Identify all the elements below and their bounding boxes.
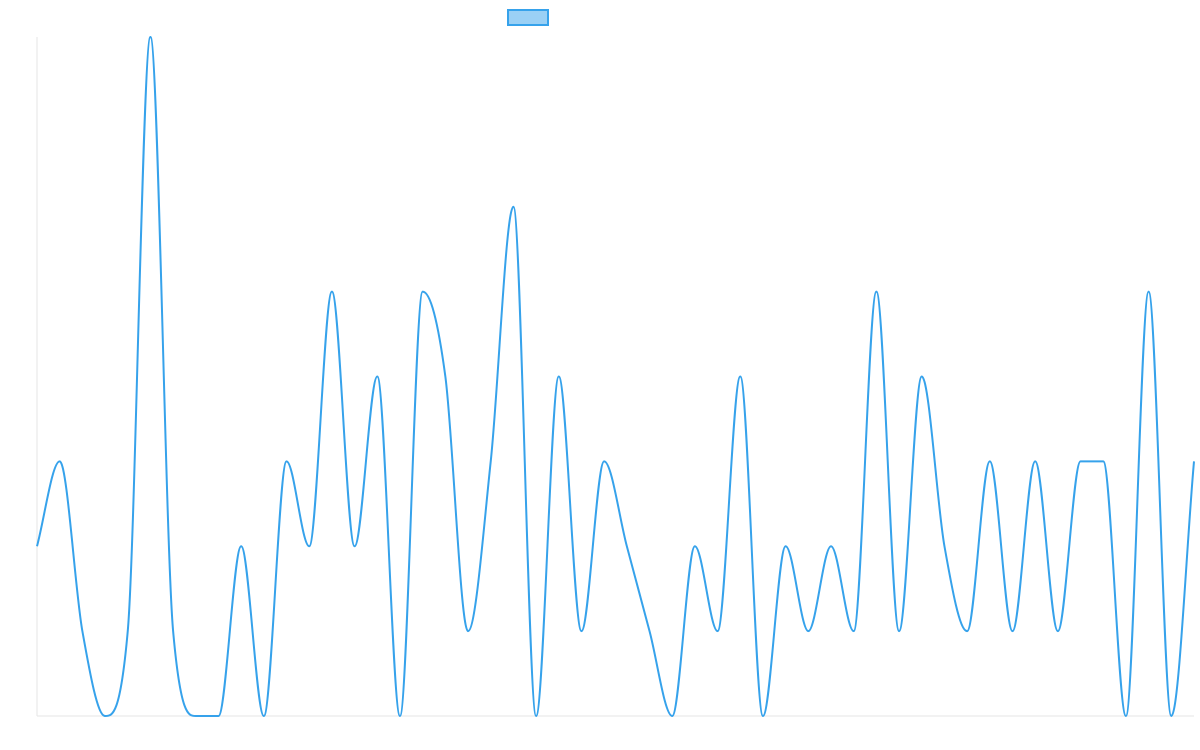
data-point[interactable] (33, 542, 41, 550)
data-point[interactable] (1077, 457, 1085, 465)
data-point[interactable] (940, 542, 948, 550)
data-point[interactable] (1145, 288, 1153, 296)
axes (36, 37, 1194, 717)
data-point[interactable] (600, 457, 608, 465)
series-layer (33, 33, 1198, 720)
data-point[interactable] (78, 627, 86, 635)
data-point[interactable] (918, 373, 926, 381)
data-point[interactable] (555, 373, 563, 381)
data-point[interactable] (895, 627, 903, 635)
data-point[interactable] (1167, 712, 1175, 720)
data-point[interactable] (1031, 457, 1039, 465)
data-point[interactable] (283, 457, 291, 465)
data-point[interactable] (782, 542, 790, 550)
legend[interactable] (507, 9, 549, 26)
data-point[interactable] (963, 627, 971, 635)
data-point[interactable] (986, 457, 994, 465)
data-point[interactable] (214, 712, 222, 720)
data-point[interactable] (714, 627, 722, 635)
data-point[interactable] (373, 373, 381, 381)
data-point[interactable] (56, 457, 64, 465)
data-point[interactable] (691, 542, 699, 550)
data-point[interactable] (441, 373, 449, 381)
data-point[interactable] (850, 627, 858, 635)
legend-swatch[interactable] (507, 9, 549, 26)
data-point[interactable] (351, 542, 359, 550)
data-point[interactable] (101, 712, 109, 720)
data-point[interactable] (532, 712, 540, 720)
data-point[interactable] (1122, 712, 1130, 720)
data-point[interactable] (1190, 457, 1198, 465)
data-point[interactable] (759, 712, 767, 720)
data-point[interactable] (827, 542, 835, 550)
data-point[interactable] (872, 288, 880, 296)
data-point[interactable] (487, 457, 495, 465)
data-point[interactable] (305, 542, 313, 550)
data-point[interactable] (646, 627, 654, 635)
data-point[interactable] (237, 542, 245, 550)
series-line[interactable] (36, 36, 1195, 717)
data-point[interactable] (1054, 627, 1062, 635)
data-point[interactable] (124, 627, 132, 635)
data-point[interactable] (192, 712, 200, 720)
data-point[interactable] (169, 627, 177, 635)
data-point[interactable] (736, 373, 744, 381)
data-point[interactable] (509, 203, 517, 211)
data-point[interactable] (396, 712, 404, 720)
data-point[interactable] (464, 627, 472, 635)
data-point[interactable] (1009, 627, 1017, 635)
data-point[interactable] (668, 712, 676, 720)
data-point[interactable] (260, 712, 268, 720)
data-point[interactable] (419, 288, 427, 296)
data-point[interactable] (1099, 457, 1107, 465)
data-point[interactable] (328, 288, 336, 296)
data-point[interactable] (577, 627, 585, 635)
data-point[interactable] (804, 627, 812, 635)
data-point[interactable] (623, 542, 631, 550)
data-point[interactable] (146, 33, 154, 41)
